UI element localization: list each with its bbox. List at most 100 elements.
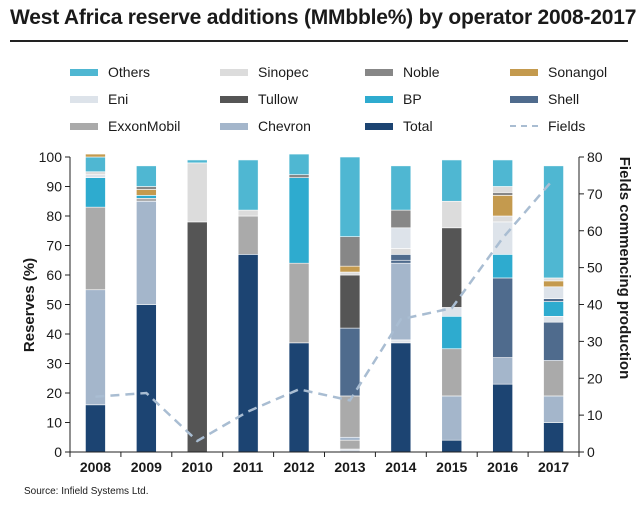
bar-segment-sinopec-2017 bbox=[543, 277, 564, 282]
legend-swatch-sinopec bbox=[220, 68, 248, 76]
legend-swatch-sonangol bbox=[510, 68, 538, 76]
bar-segment-sinopec-2013 bbox=[339, 271, 361, 276]
bar-segment-sonangol-2013 bbox=[339, 265, 361, 273]
y-axis-label: Reserves (%) bbox=[21, 258, 38, 352]
y-tick-label: 90 bbox=[46, 179, 62, 195]
bar-segment-chevron-2013 bbox=[339, 436, 361, 441]
legend-swatch-noble bbox=[365, 68, 393, 76]
legend-item-sonangol: Sonangol bbox=[510, 62, 607, 82]
bar-segment-noble-2012 bbox=[288, 174, 310, 178]
bar-segment-exxonmobil-2013 bbox=[339, 439, 361, 450]
x-tick-label: 2012 bbox=[283, 459, 314, 475]
bar-segment-sonangol-2008 bbox=[85, 153, 106, 158]
legend-label-shell: Shell bbox=[548, 91, 580, 107]
chart-title: West Africa reserve additions (MMbble%) … bbox=[10, 6, 637, 29]
legend-item-fields: Fields bbox=[510, 116, 585, 136]
bar-segment-others-2011 bbox=[237, 159, 259, 211]
bar-segment-total-2009 bbox=[136, 304, 157, 453]
bar-segment-eni-2014 bbox=[390, 339, 412, 344]
bar-segment-total-2014 bbox=[390, 342, 412, 453]
legend-label-fields: Fields bbox=[548, 118, 586, 134]
legend-swatch-tullow bbox=[220, 95, 248, 103]
y2-tick-label: 80 bbox=[587, 149, 603, 165]
y2-tick-label: 40 bbox=[587, 297, 603, 313]
bar-segment-exxonmobil-2017 bbox=[543, 360, 564, 397]
y2-tick-label: 60 bbox=[587, 223, 603, 239]
legend-item-chevron: Chevron bbox=[220, 116, 311, 136]
bar-segment-shell-2017 bbox=[543, 321, 564, 361]
fields-line bbox=[95, 178, 555, 443]
bar-segment-total-2016 bbox=[492, 383, 513, 453]
bar-segment-shell-2014 bbox=[390, 254, 412, 261]
bar-segment-bp-2017 bbox=[543, 301, 564, 317]
bar-segment-shell-2017 bbox=[543, 298, 564, 302]
x-tick-label: 2009 bbox=[131, 459, 162, 475]
bar-segment-exxonmobil-2013 bbox=[339, 395, 361, 438]
legend-item-shell: Shell bbox=[510, 89, 579, 109]
bar-segment-sonangol-2016 bbox=[492, 195, 513, 217]
legend-swatch-chevron bbox=[220, 122, 248, 130]
y2-tick-label: 50 bbox=[587, 260, 603, 276]
bar-segment-others-2010 bbox=[186, 159, 208, 164]
legend-label-eni: Eni bbox=[108, 91, 129, 107]
y-tick-label: 40 bbox=[46, 326, 62, 342]
bar-segment-others-2015 bbox=[441, 159, 463, 202]
bar-segment-total-2011 bbox=[237, 254, 259, 453]
legend-item-bp: BP bbox=[365, 89, 422, 109]
bar-segment-others-2014 bbox=[390, 165, 412, 211]
bar-segment-sinopec-2008 bbox=[85, 171, 106, 175]
bar-segment-noble-2009 bbox=[136, 186, 157, 190]
legend-label-exxonmobil: ExxonMobil bbox=[108, 118, 181, 134]
bar-segment-eni-2008 bbox=[85, 174, 106, 178]
x-tick-label: 2008 bbox=[80, 459, 111, 475]
legend-label-total: Total bbox=[403, 118, 433, 134]
bar-segment-chevron-2016 bbox=[492, 357, 513, 385]
legend-swatch-eni bbox=[70, 95, 98, 103]
bar-segment-bp-2016 bbox=[492, 254, 513, 279]
bar-segment-sinopec-2010 bbox=[186, 162, 208, 223]
bar-segment-eni-2016 bbox=[492, 221, 513, 255]
x-tick-label: 2017 bbox=[538, 459, 569, 475]
bar-segment-tullow-2013 bbox=[339, 274, 361, 329]
legend-label-sinopec: Sinopec bbox=[258, 64, 309, 80]
x-tick-label: 2013 bbox=[334, 459, 365, 475]
bar-segment-eni-2013 bbox=[339, 448, 361, 453]
source-note: Source: Infield Systems Ltd. bbox=[24, 486, 149, 497]
chart-legend: Others Sinopec Noble Sonangol Eni Tullow… bbox=[70, 62, 630, 142]
legend-item-total: Total bbox=[365, 116, 433, 136]
legend-label-noble: Noble bbox=[403, 64, 440, 80]
bar-segment-sonangol-2009 bbox=[136, 189, 157, 196]
bar-segment-eni-2017 bbox=[543, 286, 564, 299]
legend-label-others: Others bbox=[108, 64, 151, 80]
bar-segment-eni-2015 bbox=[441, 307, 463, 317]
bar-segment-noble-2013 bbox=[339, 236, 361, 267]
y2-tick-label: 70 bbox=[587, 186, 603, 202]
bar-segment-sinopec-2016 bbox=[492, 215, 513, 223]
legend-item-tullow: Tullow bbox=[220, 89, 298, 109]
y-tick-label: 70 bbox=[46, 238, 62, 254]
bar-segment-chevron-2014 bbox=[390, 262, 412, 341]
bar-segment-tullow-2015 bbox=[441, 227, 463, 308]
x-tick-label: 2011 bbox=[233, 459, 264, 475]
y-tick-label: 10 bbox=[46, 415, 62, 431]
legend-swatch-fields bbox=[510, 125, 538, 127]
bar-segment-others-2013 bbox=[339, 156, 361, 237]
y-tick-label: 80 bbox=[46, 208, 62, 224]
legend-label-bp: BP bbox=[403, 91, 422, 107]
y2-tick-label: 0 bbox=[587, 444, 595, 460]
legend-swatch-shell bbox=[510, 95, 538, 103]
bar-segment-others-2017 bbox=[543, 165, 564, 279]
bar-segment-noble-2014 bbox=[390, 209, 412, 229]
bar-segment-others-2009 bbox=[136, 165, 157, 187]
bar-segment-exxonmobil-2008 bbox=[85, 206, 106, 291]
legend-item-eni: Eni bbox=[70, 89, 128, 109]
bar-segment-chevron-2009 bbox=[136, 200, 157, 305]
bar-segment-others-2012 bbox=[288, 153, 310, 176]
y2-tick-label: 20 bbox=[587, 370, 603, 386]
bar-segment-sinopec-2016 bbox=[492, 186, 513, 193]
bar-segment-chevron-2017 bbox=[543, 395, 564, 423]
x-tick-label: 2016 bbox=[487, 459, 518, 475]
bar-segment-others-2008 bbox=[85, 156, 106, 173]
y-tick-label: 50 bbox=[46, 297, 62, 313]
bar-segment-chevron-2008 bbox=[85, 289, 106, 406]
